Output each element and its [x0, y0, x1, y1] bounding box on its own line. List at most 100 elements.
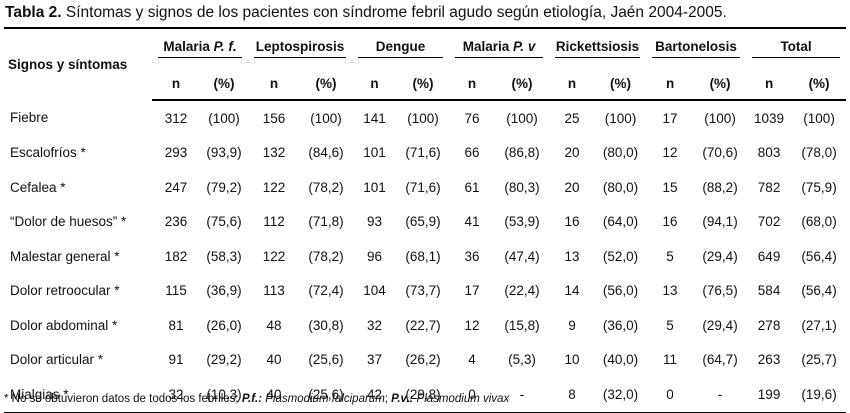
count-cell: 101	[363, 145, 386, 161]
count-cell: 12	[662, 145, 678, 161]
count-cell: 48	[266, 317, 282, 333]
sub-header-pct: (%)	[595, 67, 647, 101]
count-cell: 0	[646, 377, 695, 413]
count-cell: 32	[152, 377, 200, 413]
percent-cell: (27,1)	[801, 317, 837, 333]
count-cell: 132	[262, 145, 286, 161]
percent-cell: (25,7)	[801, 352, 837, 368]
percent-cell: (86,8)	[504, 145, 540, 161]
sub-header-n: n	[646, 67, 695, 101]
percent-cell: (53,9)	[504, 214, 540, 230]
percent-cell: (25,6)	[300, 377, 353, 413]
percent-cell: (29,4)	[702, 317, 738, 333]
group-header: Dengue	[352, 27, 450, 67]
group-header: Leptospirosis	[248, 27, 353, 67]
count-cell: 93	[367, 214, 383, 230]
sign-cell: Malestar general *	[10, 248, 120, 264]
count-cell: 312	[164, 110, 188, 126]
sub-header-pct: (%)	[397, 67, 450, 101]
percent-cell: (71,6)	[405, 145, 441, 161]
count-cell: 115	[165, 283, 187, 299]
caption-label: Tabla 2.	[5, 4, 62, 21]
count-cell: 293	[164, 145, 188, 161]
count-cell: 278	[757, 317, 781, 333]
row-header: Signos y síntomas	[4, 27, 152, 100]
count-cell: 17	[464, 283, 480, 299]
percent-cell: (40,0)	[602, 352, 639, 368]
count-cell: 182	[164, 248, 188, 264]
percent-cell: (32,0)	[595, 377, 647, 413]
footnote: * No se obtuvieron datos de todos los fe…	[4, 393, 509, 405]
sign-cell: Fiebre	[10, 110, 49, 126]
count-cell: 104	[363, 283, 386, 299]
count-cell: 156	[262, 110, 286, 126]
percent-cell: (100)	[407, 110, 439, 126]
sign-cell: Dolor abdominal *	[10, 317, 118, 333]
table-row: Fiebre 312 (100) 156 (100) 141 (100) 76 (100) 25 (…	[4, 100, 846, 136]
table-row: Dolor retroocular * 115 (36,9) 113 (72,4) 104…	[4, 274, 846, 309]
count-cell: 649	[757, 248, 781, 264]
table-caption: Tabla 2. Síntomas y signos de los pacien…	[5, 4, 727, 22]
count-cell: 5	[666, 317, 674, 333]
percent-cell: (78,2)	[308, 248, 344, 264]
count-cell: 113	[263, 283, 285, 299]
group-header: Malaria P. v	[449, 27, 550, 67]
percent-cell: (75,9)	[801, 179, 837, 195]
percent-cell: (72,4)	[308, 283, 344, 299]
group-header: Rickettsiosis	[549, 27, 647, 67]
symptoms-table: Signos y síntomas Malaria P. f. Leptospir…	[4, 27, 847, 413]
count-cell: 66	[464, 145, 480, 161]
percent-cell: (29,2)	[206, 352, 242, 368]
percent-cell: (78,2)	[308, 179, 344, 195]
sign-cell: Mialgias *	[4, 377, 152, 413]
count-cell: 782	[757, 179, 781, 195]
sub-header-pct: (%)	[200, 67, 249, 101]
count-cell: 584	[757, 283, 781, 299]
count-cell: 9	[568, 317, 576, 333]
percent-cell: (88,2)	[702, 179, 738, 195]
percent-cell: (100)	[208, 110, 240, 126]
percent-cell: (65,9)	[405, 214, 441, 230]
header-row-sub: n (%) n (%) n (%) n (%) n (%) n (%) n (%)	[4, 67, 847, 101]
sub-header-n: n	[352, 67, 398, 101]
footnote-pv-label: P.v.:	[391, 393, 414, 405]
sub-header-n: n	[746, 67, 793, 101]
table-row: Malestar general * 182 (58,3) 122 (78,2) 96 (6…	[4, 239, 846, 274]
percent-cell: -	[495, 377, 550, 413]
percent-cell: (80,0)	[602, 179, 639, 195]
percent-cell: (5,3)	[508, 352, 536, 368]
count-cell: 122	[262, 248, 286, 264]
percent-cell: (47,4)	[504, 248, 540, 264]
sign-cell: Dolor retroocular *	[10, 283, 120, 299]
percent-cell: (36,0)	[602, 317, 639, 333]
percent-cell: (10,3)	[200, 377, 249, 413]
count-cell: 247	[164, 179, 188, 195]
percent-cell: (19,6)	[792, 377, 847, 413]
count-cell: 5	[666, 248, 674, 264]
percent-cell: (30,8)	[308, 317, 344, 333]
group-header: Bartonelosis	[646, 27, 747, 67]
percent-cell: (26,0)	[206, 317, 242, 333]
symptoms-table-container: Signos y síntomas Malaria P. f. Leptospir…	[4, 27, 847, 413]
percent-cell: (68,1)	[405, 248, 441, 264]
count-cell: 112	[263, 214, 285, 230]
percent-cell: (76,5)	[702, 283, 738, 299]
group-header: Total	[746, 27, 847, 67]
header-row-groups: Signos y síntomas Malaria P. f. Leptospir…	[4, 27, 847, 100]
count-cell: 199	[746, 377, 793, 413]
count-cell: 37	[367, 352, 383, 368]
percent-cell: (94,1)	[702, 214, 738, 230]
sign-cell: Escalofríos *	[10, 145, 86, 161]
percent-cell: (15,8)	[504, 317, 540, 333]
percent-cell: (100)	[506, 110, 538, 126]
count-cell: 17	[662, 110, 678, 126]
sub-header-n: n	[152, 67, 200, 101]
count-cell: 803	[757, 145, 781, 161]
percent-cell: (29,4)	[702, 248, 738, 264]
count-cell: 141	[363, 110, 386, 126]
percent-cell: (80,3)	[504, 179, 540, 195]
percent-cell: (100)	[604, 110, 637, 126]
sub-header-n: n	[248, 67, 301, 101]
table-row: Dolor articular * 91 (29,2) 40 (25,6) 37 (26,2…	[4, 343, 846, 378]
table-row: Cefalea * 247 (79,2) 122 (78,2) 101 (71,6) 61 (8…	[4, 170, 846, 205]
